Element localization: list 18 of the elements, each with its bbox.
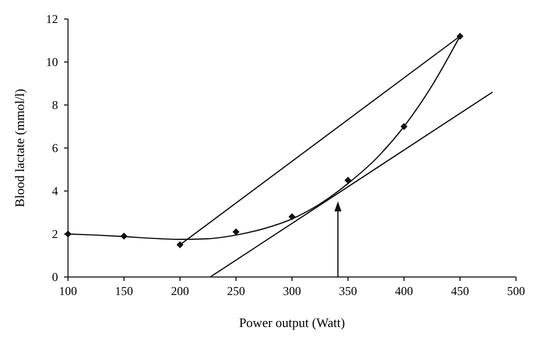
y-tick-label: 8	[52, 98, 58, 112]
y-tick-label: 2	[52, 227, 58, 241]
x-axis-title: Power output (Watt)	[239, 315, 345, 330]
x-tick-label: 350	[339, 284, 357, 298]
y-tick-label: 10	[46, 55, 58, 69]
x-tick-label: 500	[507, 284, 525, 298]
y-tick-label: 4	[52, 184, 58, 198]
x-tick-label: 200	[171, 284, 189, 298]
x-tick-label: 450	[451, 284, 469, 298]
y-tick-label: 0	[52, 270, 58, 284]
x-tick-label: 150	[115, 284, 133, 298]
x-tick-label: 400	[395, 284, 413, 298]
x-tick-label: 250	[227, 284, 245, 298]
y-tick-label: 6	[52, 141, 58, 155]
y-axis-title: Blood lactate (mmol/l)	[12, 88, 27, 208]
y-tick-label: 12	[46, 12, 58, 26]
x-tick-label: 300	[283, 284, 301, 298]
x-tick-label: 100	[59, 284, 77, 298]
